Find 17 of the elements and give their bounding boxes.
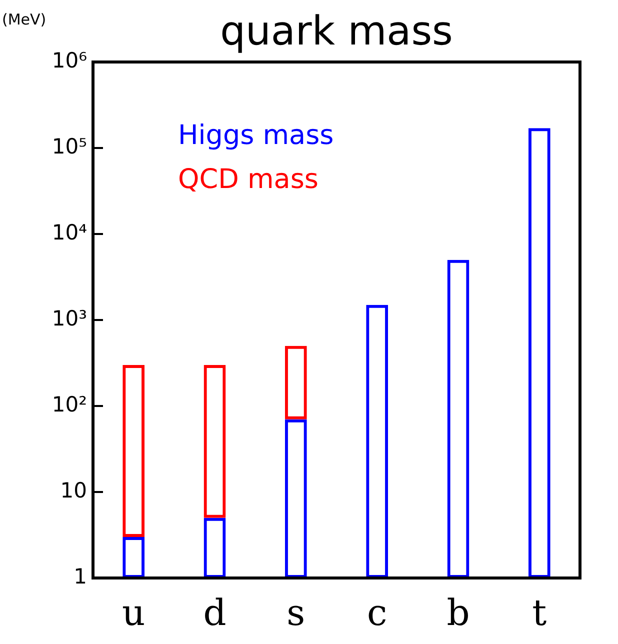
x-tick-label: b	[446, 592, 470, 634]
x-tick-label: c	[366, 592, 388, 634]
y-tick-label: 10⁴	[52, 220, 87, 244]
y-tick-label: 1	[74, 564, 87, 588]
x-tick-label: s	[286, 592, 306, 634]
y-tick-label: 10²	[52, 392, 87, 416]
y-axis-title: (MeV)	[2, 10, 46, 28]
y-tick-label: 10³	[52, 306, 87, 330]
text: Higgs mass	[178, 120, 334, 152]
y-tick-label: 10⁵	[52, 134, 87, 158]
text: QCD mass	[178, 164, 318, 196]
y-tick-label: 10	[60, 478, 87, 502]
x-tick-label: d	[203, 592, 226, 634]
x-tick-label: t	[532, 592, 548, 634]
y-tick-label: 10⁶	[52, 48, 87, 72]
x-tick-label: u	[122, 592, 146, 634]
chart-title: quark mass	[220, 8, 453, 54]
